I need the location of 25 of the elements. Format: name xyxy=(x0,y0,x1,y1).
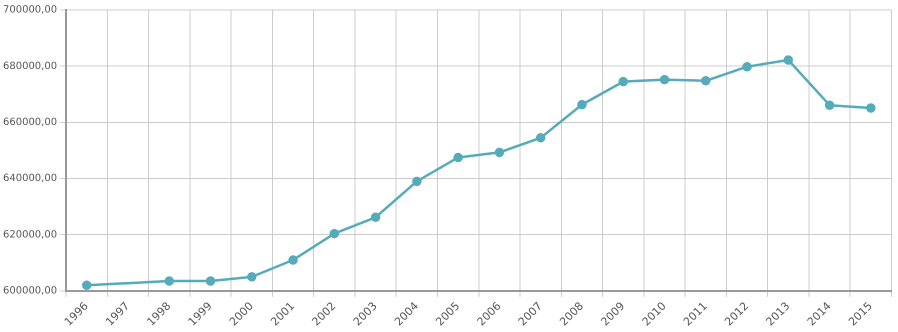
point xyxy=(288,255,298,265)
point xyxy=(206,276,216,286)
point xyxy=(370,212,380,222)
point xyxy=(618,76,628,86)
point xyxy=(866,103,876,113)
point xyxy=(824,100,834,110)
point xyxy=(412,176,422,186)
y-tick-label: 640000,00 xyxy=(3,173,58,184)
point xyxy=(577,100,587,110)
point xyxy=(330,228,340,238)
y-tick-label: 660000,00 xyxy=(3,116,58,128)
point xyxy=(494,148,504,158)
point xyxy=(453,152,463,162)
point xyxy=(164,276,174,286)
y-tick-label: 600000,00 xyxy=(3,285,58,296)
y-tick-label: 620000,00 xyxy=(3,229,58,240)
y-tick-label: 700000,00 xyxy=(3,4,58,16)
point xyxy=(742,62,752,72)
point xyxy=(536,133,546,143)
point xyxy=(247,272,257,282)
point xyxy=(784,55,794,65)
point xyxy=(82,280,92,290)
y-tick-label: 680000,00 xyxy=(3,60,58,72)
point xyxy=(660,74,670,84)
point xyxy=(701,76,711,86)
